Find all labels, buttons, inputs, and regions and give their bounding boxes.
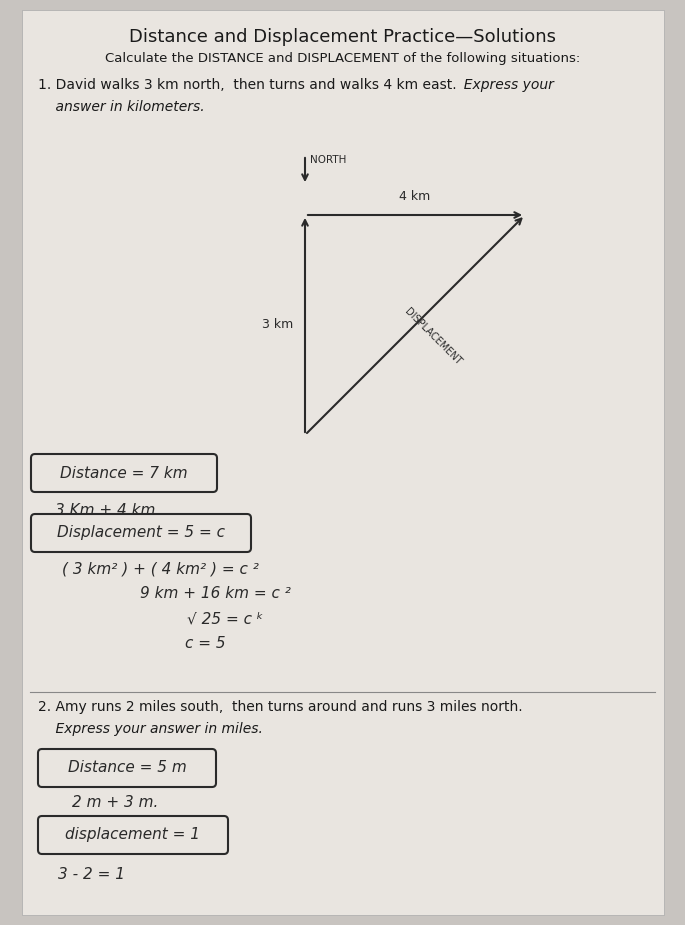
Text: Distance = 5 m: Distance = 5 m xyxy=(68,760,186,775)
Text: Displacement = 5 = c: Displacement = 5 = c xyxy=(57,525,225,540)
Text: 2 m + 3 m.: 2 m + 3 m. xyxy=(72,795,158,810)
Text: Express your answer in miles.: Express your answer in miles. xyxy=(38,722,263,736)
Text: 3 km: 3 km xyxy=(262,318,293,331)
Text: answer in kilometers.: answer in kilometers. xyxy=(38,100,205,114)
Text: 9 km + 16 km = c ²: 9 km + 16 km = c ² xyxy=(140,586,290,601)
Text: Distance and Displacement Practice—Solutions: Distance and Displacement Practice—Solut… xyxy=(129,28,556,46)
Text: Distance = 7 km: Distance = 7 km xyxy=(60,465,188,480)
Text: 1. David walks 3 km north,  then turns and walks 4 km east.: 1. David walks 3 km north, then turns an… xyxy=(38,78,457,92)
Text: Calculate the DISTANCE and DISPLACEMENT of the following situations:: Calculate the DISTANCE and DISPLACEMENT … xyxy=(105,52,581,65)
Text: c = 5: c = 5 xyxy=(185,636,225,651)
Text: 4 km: 4 km xyxy=(399,190,431,203)
Text: displacement = 1: displacement = 1 xyxy=(66,828,201,843)
FancyBboxPatch shape xyxy=(22,10,664,915)
Text: ( 3 km² ) + ( 4 km² ) = c ²: ( 3 km² ) + ( 4 km² ) = c ² xyxy=(62,561,258,576)
Text: 3 - 2 = 1: 3 - 2 = 1 xyxy=(58,867,125,882)
Text: 2. Amy runs 2 miles south,  then turns around and runs 3 miles north.: 2. Amy runs 2 miles south, then turns ar… xyxy=(38,700,523,714)
Text: Express your: Express your xyxy=(455,78,554,92)
Text: DISPLACEMENT: DISPLACEMENT xyxy=(403,307,463,367)
Text: √ 25 = c ᵏ: √ 25 = c ᵏ xyxy=(187,611,263,626)
Text: NORTH: NORTH xyxy=(310,155,347,165)
Text: 3 Km + 4 km: 3 Km + 4 km xyxy=(55,503,155,518)
